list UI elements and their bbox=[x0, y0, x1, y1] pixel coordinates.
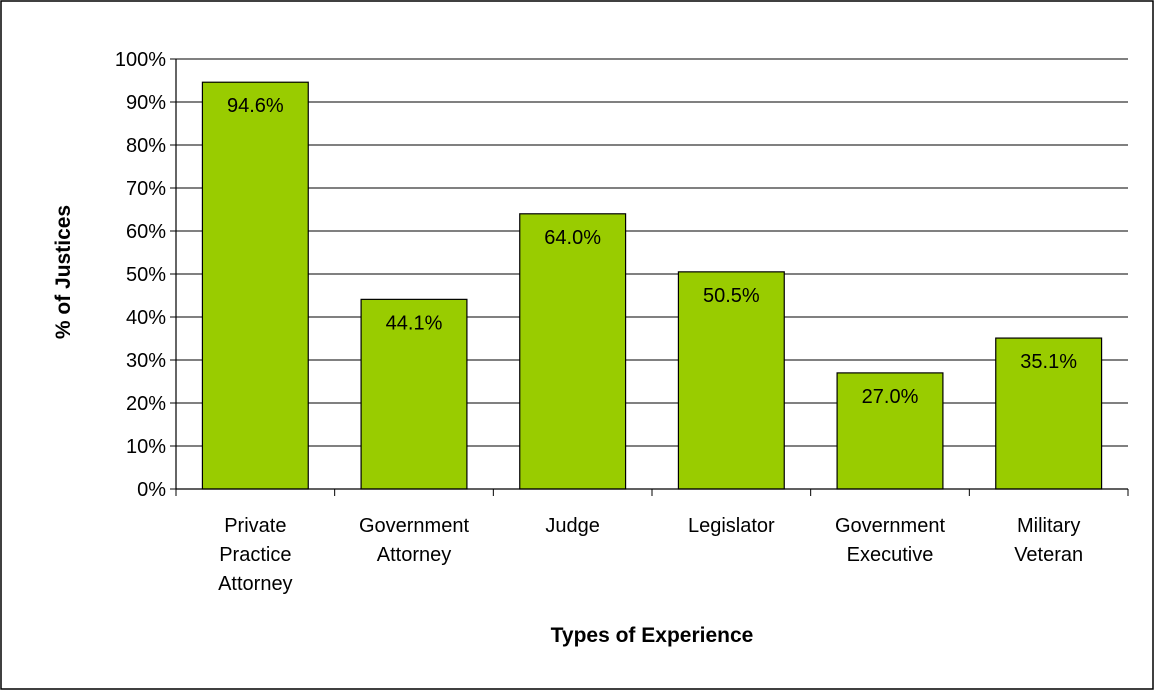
y-tick-label: 80% bbox=[126, 135, 166, 157]
bar bbox=[519, 213, 627, 490]
data-label: 64.0% bbox=[544, 227, 601, 249]
data-label: 35.1% bbox=[1020, 351, 1077, 373]
x-axis-title: Types of Experience bbox=[551, 624, 754, 647]
axes bbox=[170, 58, 1129, 496]
x-tick-label: Government Attorney bbox=[359, 515, 469, 566]
data-label: 44.1% bbox=[386, 312, 443, 334]
bar bbox=[995, 337, 1103, 490]
y-tick-label: 100% bbox=[115, 49, 166, 71]
labels: 0% 10% 20% 30% 40% 50% 60% 70% 80% 90% 100% 94.6% Pr… bbox=[115, 49, 1083, 595]
y-tick-label: 10% bbox=[126, 436, 166, 458]
y-tick-label: 60% bbox=[126, 221, 166, 243]
x-tick-label: Government Executive bbox=[835, 515, 945, 566]
bar bbox=[677, 271, 785, 490]
y-axis-title: % of Justices bbox=[52, 205, 75, 339]
y-tick-label: 70% bbox=[126, 178, 166, 200]
x-tick-label: Military Veteran bbox=[1014, 515, 1083, 566]
bar bbox=[201, 81, 309, 490]
y-tick-label: 90% bbox=[126, 92, 166, 114]
x-tick-label: Legislator bbox=[688, 515, 775, 537]
data-label: 50.5% bbox=[703, 285, 760, 307]
y-tick-label: 20% bbox=[126, 393, 166, 415]
y-tick-label: 0% bbox=[137, 479, 166, 501]
data-label: 27.0% bbox=[862, 386, 919, 408]
x-tick-label: Judge bbox=[545, 515, 600, 537]
y-tick-label: 30% bbox=[126, 350, 166, 372]
y-tick-label: 50% bbox=[126, 264, 166, 286]
data-label: 94.6% bbox=[227, 95, 284, 117]
gridlines bbox=[176, 58, 1128, 447]
bar bbox=[836, 372, 944, 490]
x-tick-label: Private Practice Attorney bbox=[218, 515, 292, 595]
y-tick-label: 40% bbox=[126, 307, 166, 329]
